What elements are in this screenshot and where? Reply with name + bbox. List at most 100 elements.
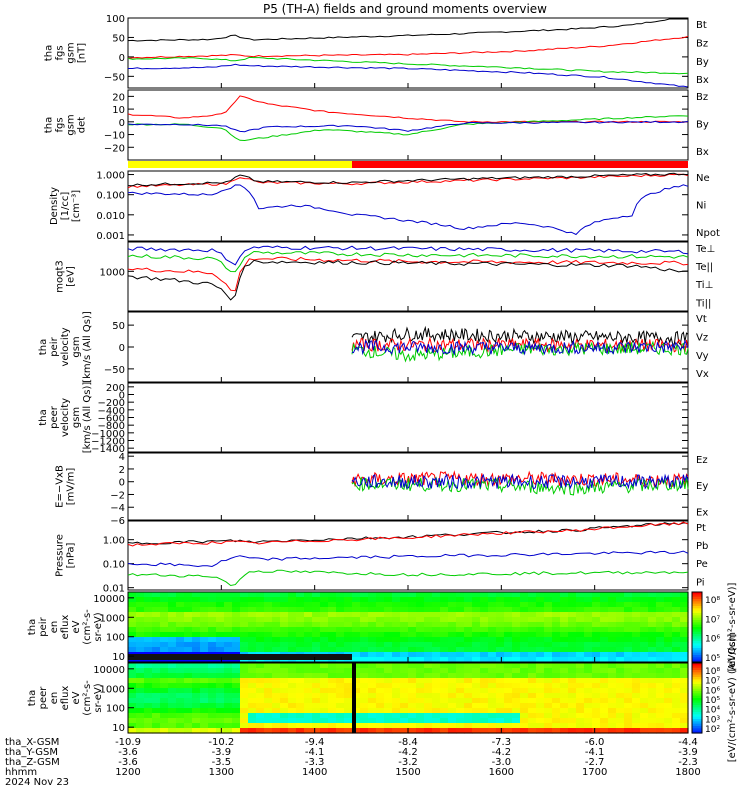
heatmap-cell [600,688,609,694]
heatmap-cell [360,663,369,669]
heatmap-cell [288,617,297,623]
heatmap-cell [576,657,585,663]
heatmap-cell [512,647,521,653]
y-axis-label: peer [49,405,60,429]
heatmap-cell [664,647,673,653]
heatmap-cell [496,592,505,598]
heatmap-cell [384,612,393,618]
heatmap-cell [520,693,529,699]
heatmap-cell [152,688,161,694]
heatmap-cell [416,627,425,633]
heatmap-cell [144,622,153,628]
heatmap-cell [552,612,561,618]
heatmap-cell [600,708,609,714]
heatmap-cell [656,703,665,709]
heatmap-cell [216,678,225,684]
heatmap-cell [408,642,417,648]
legend-entry: Pt [696,523,706,534]
mode-bar [128,161,688,168]
heatmap-cell [672,647,681,653]
heatmap-cell [128,663,137,669]
heatmap-cell [680,627,689,633]
heatmap-cell [504,723,513,729]
heatmap-cell [464,668,473,674]
legend-entry: Ne [696,173,710,184]
heatmap-cell [416,678,425,684]
heatmap-cell [520,617,529,623]
heatmap-cell [304,693,313,699]
heatmap-cell [656,673,665,679]
heatmap-cell [200,718,209,724]
heatmap-cell [440,713,449,719]
heatmap-cell [160,592,169,598]
heatmap-cell [136,617,145,623]
heatmap-cell [560,698,569,704]
heatmap-cell [560,688,569,694]
heatmap-cell [320,597,329,603]
heatmap-cell [560,718,569,724]
heatmap-cell [344,723,353,729]
heatmap-cell [520,632,529,638]
colorbar-swatch [692,655,702,658]
heatmap-cell [616,602,625,608]
heatmap-cell [464,592,473,598]
heatmap-cell [216,612,225,618]
heatmap-cell [488,678,497,684]
heatmap-cell [352,693,361,699]
heatmap-cell [616,637,625,643]
heatmap-cell [568,673,577,679]
heatmap-cell [128,678,137,684]
legend-entry: Vt [696,314,707,325]
heatmap-cell [408,713,417,719]
heatmap-cell [592,647,601,653]
heatmap-cell [296,728,305,734]
heatmap-cell [288,597,297,603]
heatmap-cell [248,642,257,648]
heatmap-cell [440,703,449,709]
heatmap-cell [496,718,505,724]
colorbar-swatch [692,641,702,644]
heatmap-cell [392,657,401,663]
heatmap-cell [136,627,145,633]
heatmap-cell [632,698,641,704]
heatmap-cell [144,607,153,613]
heatmap-cell [632,673,641,679]
y-axis-label: Density [49,187,60,225]
heatmap-cell [480,657,489,663]
heatmap-cell [160,617,169,623]
heatmap-cell [464,703,473,709]
heatmap-cell [400,698,409,704]
heatmap-cell [232,632,241,638]
heatmap-cell [424,678,433,684]
heatmap-cell [592,627,601,633]
heatmap-cell [144,678,153,684]
heatmap-cell [528,683,537,689]
heatmap-cell [184,627,193,633]
heatmap-cell [680,597,689,603]
heatmap-cell [416,718,425,724]
heatmap-cell [168,632,177,638]
heatmap-cell [128,713,137,719]
heatmap-cell [464,607,473,613]
heatmap-cell [168,688,177,694]
heatmap-cell [472,728,481,734]
heatmap-cell [392,668,401,674]
legend-entry: Ti⊥ [695,280,713,291]
heatmap-cell [424,637,433,643]
colorbar-swatch [692,719,702,722]
y-axis-label: peer [38,686,49,710]
heatmap-cell [368,617,377,623]
heatmap-cell [192,673,201,679]
heatmap-cell [528,718,537,724]
heatmap-cell [416,723,425,729]
heatmap-cell [448,668,457,674]
heatmap-cell [136,708,145,714]
heatmap-cell [128,703,137,709]
heatmap-cell [320,728,329,734]
heatmap-cell [440,693,449,699]
heatmap-cell [400,693,409,699]
colorbar-tick: 10⁴ [705,706,720,716]
heatmap-cell [416,597,425,603]
heatmap-cell [448,637,457,643]
